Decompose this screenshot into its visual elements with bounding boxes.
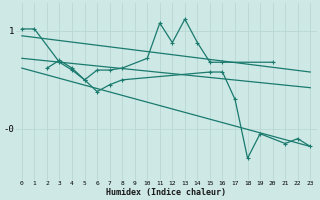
X-axis label: Humidex (Indice chaleur): Humidex (Indice chaleur): [106, 188, 226, 197]
